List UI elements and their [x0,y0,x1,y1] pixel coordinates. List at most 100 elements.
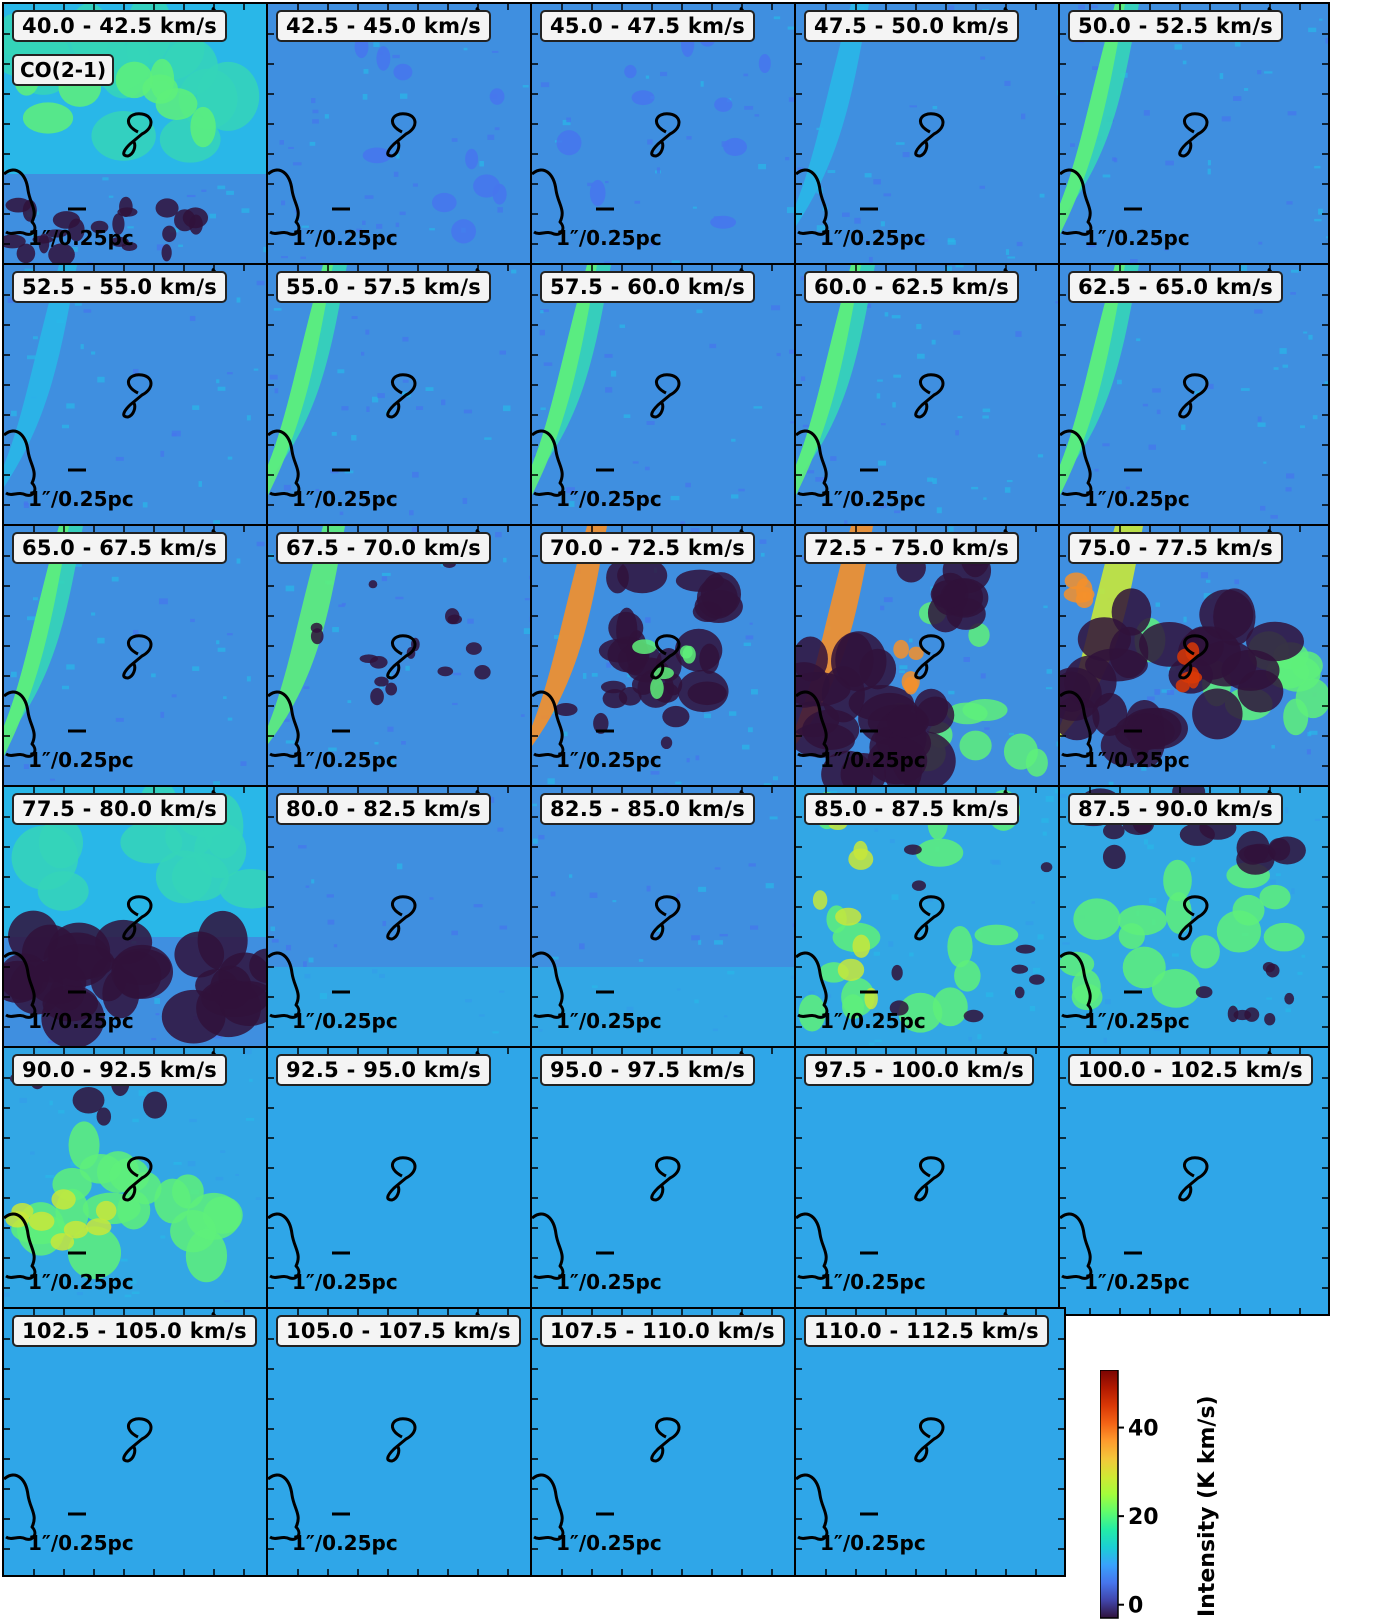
colorbar-tick-label: 40 [1128,1417,1159,1442]
channel-map-image [532,787,800,1053]
channel-panel: 67.5 - 70.0 km/s 1″/0.25pc [266,524,538,794]
channel-map-image [796,1309,1064,1575]
channel-map-image [1060,787,1328,1053]
channel-map-image [268,1048,536,1314]
velocity-range-label: 87.5 - 90.0 km/s [1068,793,1284,825]
channel-map-image [1060,526,1328,792]
scale-label: 1″/0.25pc [28,226,134,250]
line-label: CO(2-1) [12,54,115,86]
scale-label: 1″/0.25pc [28,487,134,511]
channel-panel: 100.0 - 102.5 km/s 1″/0.25pc [1058,1046,1330,1316]
scale-label: 1″/0.25pc [28,1270,134,1294]
velocity-range-label: 70.0 - 72.5 km/s [540,532,756,564]
channel-panel: 47.5 - 50.0 km/s 1″/0.25pc [794,2,1066,272]
channel-panel: 87.5 - 90.0 km/s 1″/0.25pc [1058,785,1330,1055]
scale-label: 1″/0.25pc [292,1531,398,1555]
channel-map-image [532,526,800,792]
velocity-range-label: 95.0 - 97.5 km/s [540,1054,756,1086]
scale-label: 1″/0.25pc [820,1270,926,1294]
channel-panel: 110.0 - 112.5 km/s 1″/0.25pc [794,1307,1066,1577]
channel-panel: 57.5 - 60.0 km/s 1″/0.25pc [530,263,802,533]
velocity-range-label: 82.5 - 85.0 km/s [540,793,756,825]
channel-map-image [4,1048,272,1314]
channel-map-image [4,787,272,1053]
scale-label: 1″/0.25pc [292,487,398,511]
scale-label: 1″/0.25pc [1084,1270,1190,1294]
scale-label: 1″/0.25pc [1084,748,1190,772]
colorbar-tick-label: 20 [1128,1505,1159,1530]
velocity-range-label: 105.0 - 107.5 km/s [276,1315,521,1347]
scale-label: 1″/0.25pc [820,487,926,511]
channel-map-image [268,1309,536,1575]
velocity-range-label: 92.5 - 95.0 km/s [276,1054,492,1086]
colorbar-tick-label: 0 [1128,1594,1143,1619]
scale-label: 1″/0.25pc [292,748,398,772]
channel-panel: 80.0 - 82.5 km/s 1″/0.25pc [266,785,538,1055]
channel-panel: 82.5 - 85.0 km/s 1″/0.25pc [530,785,802,1055]
velocity-range-label: 85.0 - 87.5 km/s [804,793,1020,825]
velocity-range-label: 50.0 - 52.5 km/s [1068,10,1284,42]
colorbar: 0 20 40 Intensity (K km/s) [1100,1370,1370,1620]
channel-panel: 95.0 - 97.5 km/s 1″/0.25pc [530,1046,802,1316]
velocity-range-label: 72.5 - 75.0 km/s [804,532,1020,564]
channel-panel: 50.0 - 52.5 km/s 1″/0.25pc [1058,2,1330,272]
velocity-range-label: 107.5 - 110.0 km/s [540,1315,785,1347]
channel-map-image [268,526,536,792]
scale-label: 1″/0.25pc [556,1009,662,1033]
channel-panel: 40.0 - 42.5 km/s CO(2-1) 1″/0.25pc [2,2,274,272]
velocity-range-label: 100.0 - 102.5 km/s [1068,1054,1313,1086]
scale-label: 1″/0.25pc [1084,226,1190,250]
velocity-range-label: 65.0 - 67.5 km/s [12,532,228,564]
channel-panel: 65.0 - 67.5 km/s 1″/0.25pc [2,524,274,794]
channel-panel: 72.5 - 75.0 km/s 1″/0.25pc [794,524,1066,794]
scale-label: 1″/0.25pc [820,748,926,772]
velocity-range-label: 110.0 - 112.5 km/s [804,1315,1049,1347]
scale-label: 1″/0.25pc [28,748,134,772]
channel-map-image [4,265,272,531]
scale-label: 1″/0.25pc [28,1531,134,1555]
velocity-range-label: 45.0 - 47.5 km/s [540,10,756,42]
channel-map-image [268,4,536,270]
channel-panel: 90.0 - 92.5 km/s 1″/0.25pc [2,1046,274,1316]
channel-map-image [268,265,536,531]
velocity-range-label: 52.5 - 55.0 km/s [12,271,228,303]
velocity-range-label: 90.0 - 92.5 km/s [12,1054,228,1086]
channel-map-image [532,265,800,531]
channel-map-image [796,526,1064,792]
velocity-range-label: 77.5 - 80.0 km/s [12,793,228,825]
channel-map-image [796,4,1064,270]
scale-label: 1″/0.25pc [292,226,398,250]
channel-panel: 77.5 - 80.0 km/s 1″/0.25pc [2,785,274,1055]
channel-panel: 70.0 - 72.5 km/s 1″/0.25pc [530,524,802,794]
channel-map-image [1060,1048,1328,1314]
channel-map-image [796,265,1064,531]
channel-panel: 62.5 - 65.0 km/s 1″/0.25pc [1058,263,1330,533]
scale-label: 1″/0.25pc [292,1270,398,1294]
velocity-range-label: 47.5 - 50.0 km/s [804,10,1020,42]
channel-map-image [532,1309,800,1575]
scale-label: 1″/0.25pc [556,226,662,250]
channel-panel: 85.0 - 87.5 km/s 1″/0.25pc [794,785,1066,1055]
channel-map-image [1060,4,1328,270]
velocity-range-label: 75.0 - 77.5 km/s [1068,532,1284,564]
channel-panel: 107.5 - 110.0 km/s 1″/0.25pc [530,1307,802,1577]
channel-map-image [796,1048,1064,1314]
velocity-range-label: 57.5 - 60.0 km/s [540,271,756,303]
colorbar-svg: 0 20 40 [1100,1370,1159,1619]
velocity-range-label: 55.0 - 57.5 km/s [276,271,492,303]
channel-panel: 97.5 - 100.0 km/s 1″/0.25pc [794,1046,1066,1316]
scale-label: 1″/0.25pc [820,1009,926,1033]
channel-panel: 92.5 - 95.0 km/s 1″/0.25pc [266,1046,538,1316]
scale-label: 1″/0.25pc [1084,487,1190,511]
channel-panel: 60.0 - 62.5 km/s 1″/0.25pc [794,263,1066,533]
channel-map-image [4,1309,272,1575]
colorbar-label: Intensity (K km/s) [1195,1395,1220,1617]
channel-map-image [1060,265,1328,531]
scale-label: 1″/0.25pc [820,1531,926,1555]
scale-label: 1″/0.25pc [556,1531,662,1555]
channel-panel: 45.0 - 47.5 km/s 1″/0.25pc [530,2,802,272]
velocity-range-label: 67.5 - 70.0 km/s [276,532,492,564]
scale-label: 1″/0.25pc [556,487,662,511]
scale-label: 1″/0.25pc [556,748,662,772]
